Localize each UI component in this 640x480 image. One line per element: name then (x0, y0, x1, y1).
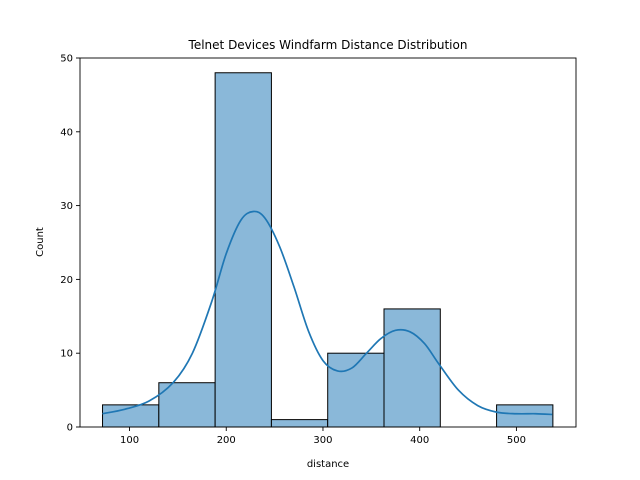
y-tick-label: 30 (60, 201, 73, 212)
histogram-bar (214, 72, 272, 428)
y-tick-label: 0 (67, 423, 73, 434)
y-tick-label: 40 (60, 127, 73, 138)
x-tick-label: 400 (410, 435, 429, 446)
histogram-bar (270, 419, 329, 428)
plot-frame (79, 57, 577, 428)
x-tick-label: 100 (120, 435, 139, 446)
y-tick-label: 50 (60, 54, 73, 65)
x-tick-label: 200 (217, 435, 236, 446)
x-axis-ticks: 100 200 300 400 500 (120, 427, 526, 446)
y-tick-label: 10 (60, 349, 73, 360)
x-tick-label: 500 (507, 435, 526, 446)
x-tick-label: 300 (313, 435, 332, 446)
x-axis-label: distance (307, 459, 349, 470)
histogram-bar (496, 404, 554, 428)
kde-curve (102, 210, 553, 416)
histogram-bar (383, 308, 441, 428)
y-axis-ticks: 0 10 20 30 40 50 (60, 54, 80, 434)
chart-title: Telnet Devices Windfarm Distance Distrib… (188, 38, 468, 52)
y-tick-label: 20 (60, 275, 73, 286)
y-axis-label: Count (35, 227, 46, 257)
